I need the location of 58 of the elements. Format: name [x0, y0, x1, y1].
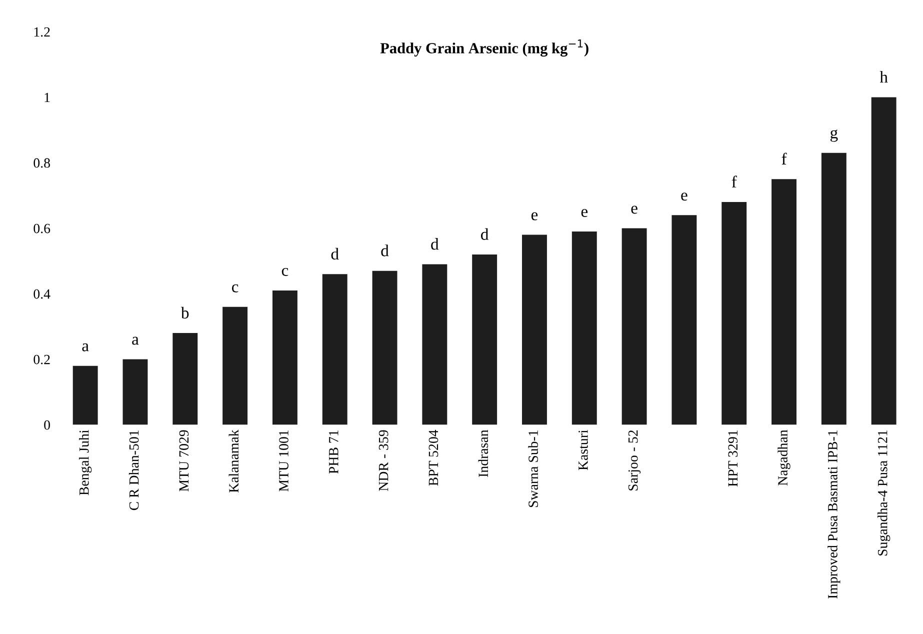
- y-tick-label: 0.4: [34, 289, 50, 299]
- bar: [871, 97, 896, 425]
- bar: [772, 179, 796, 425]
- x-tick-label: Swarna Sub-1: [528, 430, 538, 508]
- annotation: d: [331, 248, 339, 260]
- x-tick-label: PHB 71: [329, 430, 338, 474]
- y-tick-label: 0.2: [34, 354, 50, 364]
- x-tick-label: BPT 5204: [428, 430, 438, 486]
- annotation: e: [681, 192, 688, 201]
- annotation: e: [531, 212, 538, 220]
- x-tick-label: Improved Pusa Basmati IPB-1: [828, 430, 840, 598]
- y-tick-label: 0.8: [34, 158, 50, 168]
- text: Paddy Grain Arsenic (mg kg$^{−1}$): [380, 40, 588, 57]
- bar: [272, 290, 298, 425]
- annotation: b: [180, 306, 189, 319]
- bar: [572, 232, 597, 425]
- bar: [472, 254, 498, 425]
- bar: [522, 234, 547, 425]
- annotation: d: [481, 228, 489, 240]
- annotation: e: [581, 209, 588, 218]
- bar: [672, 215, 697, 425]
- bar: [622, 228, 647, 425]
- annotation: g: [830, 130, 838, 142]
- annotation: d: [431, 238, 439, 250]
- annotation: f: [732, 176, 737, 188]
- annotation: c: [282, 268, 288, 276]
- annotation: d: [381, 244, 389, 256]
- y-tick-label: 1.2: [34, 27, 50, 37]
- bar: [821, 152, 846, 425]
- bar: [372, 270, 398, 425]
- x-tick-label: Nagadhan: [778, 430, 790, 486]
- x-tick-label: Sugandha-4 Pusa 1121: [878, 430, 890, 556]
- x-tick-label: NDR - 359: [378, 430, 388, 491]
- x-tick-label: Kalanamak: [228, 430, 239, 492]
- x-tick-label: MTU 7029: [179, 430, 189, 492]
- x-tick-label: C R Dhan-501: [128, 430, 139, 510]
- y-tick-label: 0: [44, 420, 50, 430]
- y-tick-label: 1: [44, 92, 50, 102]
- annotation: a: [132, 336, 139, 345]
- bar: [322, 274, 348, 425]
- x-tick-label: Bengal Juhi: [79, 430, 92, 496]
- y-tick-label: 0.6: [34, 224, 50, 234]
- annotation: c: [232, 284, 238, 292]
- bar: [722, 202, 747, 425]
- annotation: e: [631, 206, 638, 214]
- bar: [122, 359, 148, 425]
- annotation: a: [82, 343, 89, 352]
- bar: [422, 264, 448, 425]
- bar: [222, 306, 248, 425]
- x-tick-label: MTU 1001: [279, 430, 288, 492]
- bar: [72, 366, 98, 425]
- annotation: h: [880, 70, 888, 83]
- annotation: f: [782, 152, 787, 164]
- x-tick-label: HPT 3291: [728, 430, 738, 486]
- bar: [172, 333, 198, 425]
- x-tick-label: Kasturi: [578, 430, 588, 470]
- x-tick-label: Sarjoo - 52: [628, 430, 641, 490]
- x-tick-label: Indrasan: [478, 430, 488, 477]
